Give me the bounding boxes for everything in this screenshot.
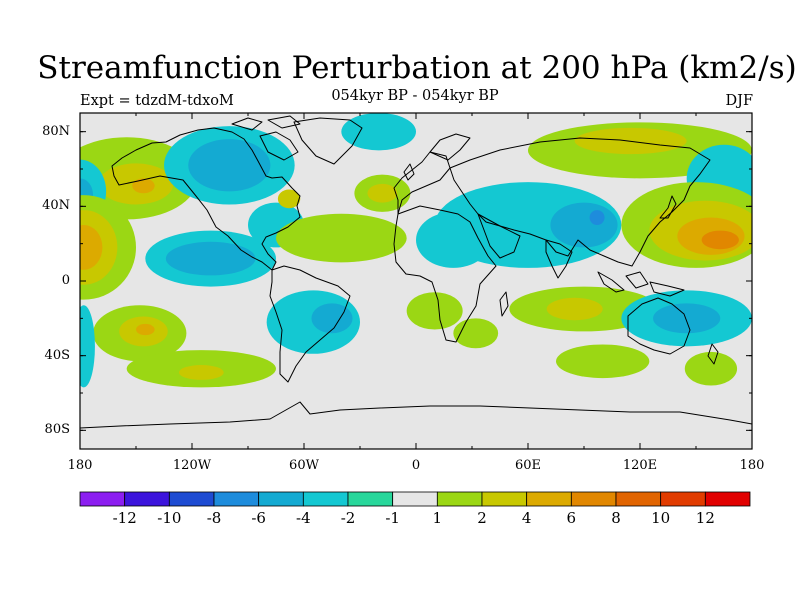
coastline-arctic-islands (231, 115, 301, 131)
latitude-label: 0 (61, 273, 70, 288)
colorbar-swatch (124, 491, 170, 507)
contour-region (136, 323, 155, 336)
coastline-scandinavia (429, 133, 471, 161)
contour-fill-layer (80, 113, 752, 388)
coastline-india (545, 239, 573, 279)
contour-region (556, 344, 650, 379)
coastline-north-america (111, 127, 301, 271)
latitude-label: 40S (44, 347, 70, 363)
coastline-indonesia (597, 271, 685, 297)
contour-region (406, 292, 463, 330)
contour-region (276, 213, 407, 263)
colorbar-swatch (213, 491, 260, 507)
coastline-australia (627, 297, 691, 355)
longitude-label: 180 (67, 458, 93, 473)
colorbar-swatch (302, 491, 349, 507)
colorbar-label: 10 (651, 509, 671, 527)
contour-region (550, 202, 618, 248)
colorbar-label: 4 (521, 509, 532, 527)
coastline-south-america (269, 265, 351, 383)
latitude-label: 80S (44, 422, 70, 438)
coastline-europe (393, 151, 451, 215)
colorbar-swatch (347, 491, 394, 507)
contour-region (277, 189, 301, 209)
contour-region (589, 210, 605, 226)
plot-title: Streamfunction Perturbation at 200 hPa (… (37, 50, 797, 86)
colorbar-swatch (570, 491, 617, 507)
colorbar-label: 2 (477, 509, 487, 527)
colorbar-swatch (615, 491, 662, 507)
colorbar-swatch (168, 491, 215, 507)
colorbar-label: -6 (251, 509, 266, 527)
colorbar-label: -12 (112, 509, 137, 527)
season-label: DJF (725, 93, 754, 109)
coastline-japan (659, 195, 677, 219)
period-label: 054kyr BP - 054kyr BP (331, 88, 499, 104)
latitude-label: 80N (42, 123, 70, 139)
colorbar-label: 1 (432, 509, 443, 527)
colorbar-label: -2 (340, 509, 356, 527)
colorbar-swatch (481, 491, 528, 507)
coastline-antarctica (80, 401, 752, 429)
coastline-madagascar (499, 291, 509, 317)
latitude-label: 40N (42, 198, 70, 214)
contour-region (178, 365, 224, 380)
contour-region (132, 178, 155, 194)
contour-region (165, 241, 256, 276)
coastline-arabia (477, 213, 521, 259)
colorbar (79, 491, 751, 507)
colorbar-swatch (660, 491, 706, 507)
coastline-new-zealand (707, 343, 719, 365)
contour-region (311, 303, 353, 334)
longitude-label: 120E (622, 458, 658, 473)
coastline-greenland (293, 117, 363, 165)
colorbar-swatch (258, 491, 304, 507)
map-area (80, 113, 752, 449)
longitude-label: 60W (289, 458, 319, 473)
colorbar-label: 8 (611, 509, 621, 527)
axis-ticks (79, 113, 753, 449)
colorbar-label: -8 (206, 509, 222, 527)
contour-region (80, 305, 95, 388)
longitude-label: 0 (411, 458, 421, 473)
colorbar-label: 12 (695, 509, 715, 527)
coastline-baffin (259, 131, 299, 161)
contour-region (546, 297, 603, 321)
experiment-label: Expt = tdzdM-tdxoM (80, 93, 234, 109)
colorbar-swatch (704, 491, 751, 507)
contour-region (701, 230, 739, 250)
colorbar-label: -4 (296, 509, 311, 527)
contour-region (341, 113, 416, 151)
contour-region (684, 351, 738, 386)
longitude-label: 180 (739, 458, 765, 473)
coastline-asia (449, 137, 711, 267)
coastline-british-isles (403, 163, 415, 181)
longitude-label: 60E (514, 458, 542, 473)
contour-region (188, 139, 271, 192)
contour-region (367, 183, 398, 203)
contour-region (80, 225, 103, 270)
colorbar-swatch (392, 491, 438, 507)
coastline-layer (80, 115, 752, 429)
contour-region (653, 303, 721, 334)
colorbar-swatch (436, 491, 483, 507)
colorbar-swatch (79, 491, 126, 507)
coastline-africa (393, 205, 497, 343)
colorbar-label: -10 (157, 509, 182, 527)
colorbar-label: 6 (566, 509, 577, 527)
longitude-label: 120W (172, 458, 212, 473)
colorbar-swatch (526, 491, 572, 507)
colorbar-label: -1 (385, 509, 400, 527)
